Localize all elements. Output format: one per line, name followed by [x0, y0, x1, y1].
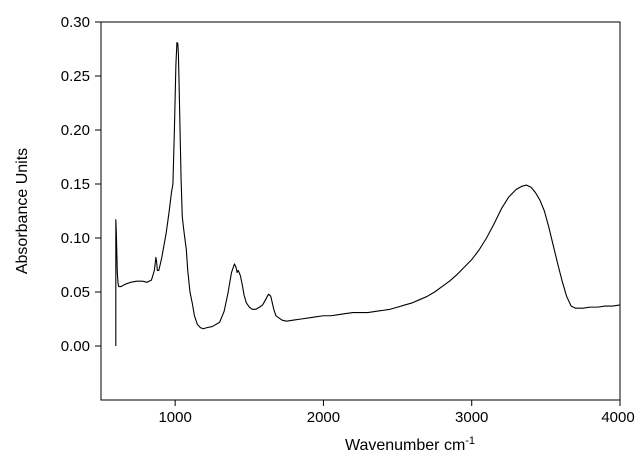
y-tick-label: 0.05 [61, 284, 90, 301]
y-tick-label: 0.15 [61, 176, 90, 193]
y-axis-ticks: 0.00 0.05 0.10 0.15 0.20 0.25 0.30 [61, 14, 101, 355]
x-axis-ticks: 1000 2000 3000 4000 [158, 400, 635, 426]
spectrum-line [115, 41, 621, 346]
x-tick-label: 3000 [455, 409, 488, 426]
plot-area-frame [100, 21, 621, 401]
y-tick-label: 0.20 [61, 122, 90, 139]
y-tick-label: 0.10 [61, 230, 90, 247]
x-axis-title: Wavenumber cm-1 [345, 435, 475, 454]
y-tick-label: 0.00 [61, 338, 90, 355]
x-tick-label: 2000 [307, 409, 340, 426]
y-tick-label: 0.30 [61, 14, 90, 31]
y-tick-label: 0.25 [61, 68, 90, 85]
y-axis-title: Absorbance Units [14, 148, 31, 274]
x-axis-title-superscript: -1 [465, 435, 475, 447]
x-tick-label: 1000 [158, 409, 191, 426]
x-tick-label: 4000 [601, 409, 634, 426]
